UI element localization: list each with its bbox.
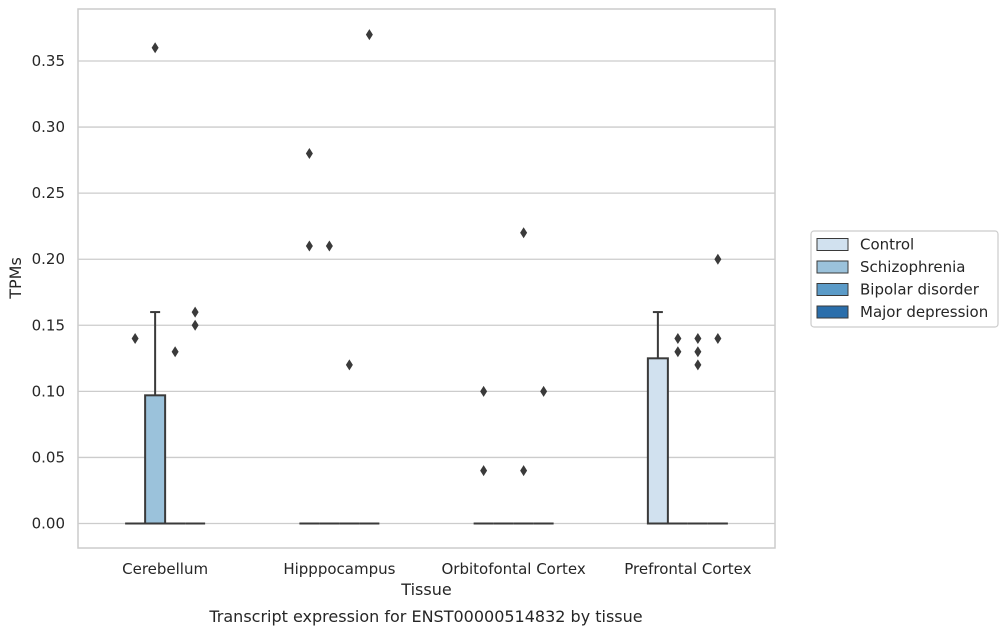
legend-swatch — [816, 305, 849, 319]
outlier-point — [191, 306, 199, 318]
outlier-point — [674, 346, 682, 358]
outlier-point — [191, 319, 199, 331]
legend-label: Bipolar disorder — [860, 281, 980, 299]
y-tick-label: 0.20 — [32, 250, 65, 268]
outlier-point — [151, 42, 159, 54]
box-schizophrenia — [144, 311, 167, 525]
y-tick-label: 0.00 — [32, 515, 65, 533]
outlier-point — [520, 227, 528, 239]
legend-swatch — [816, 283, 849, 296]
box-control — [646, 311, 669, 525]
outlier-point — [305, 240, 313, 252]
outlier-point — [171, 346, 179, 358]
y-tick-label: 0.15 — [32, 316, 65, 334]
outlier-points — [131, 29, 722, 477]
outlier-point — [480, 385, 488, 397]
outlier-point — [714, 333, 722, 344]
y-tick-label: 0.30 — [32, 118, 65, 136]
y-tick-label: 0.35 — [32, 52, 65, 70]
legend-label: Major depression — [860, 303, 988, 321]
outlier-point — [520, 465, 528, 477]
outlier-point — [540, 385, 548, 397]
outlier-point — [480, 465, 488, 477]
y-tick-label: 0.10 — [32, 382, 65, 400]
legend-swatch — [816, 238, 849, 251]
outlier-point — [305, 148, 313, 159]
y-tick-label: 0.25 — [32, 184, 65, 202]
y-tick-label: 0.05 — [32, 448, 65, 466]
outlier-point — [694, 333, 702, 344]
outlier-point — [674, 333, 682, 344]
outlier-point — [694, 359, 702, 371]
y-tick-labels: 0.00 0.05 0.10 0.15 0.20 0.25 0.30 0.35 — [32, 52, 65, 533]
x-tick-labels: Cerebellum Hipppocampus Orbitofontal Corte… — [122, 560, 751, 578]
box-body — [144, 394, 167, 525]
legend-label: Control — [860, 236, 914, 254]
x-axis-label: Tissue — [400, 580, 451, 599]
legend-frame — [810, 230, 999, 328]
x-tick-label: Orbitofontal Cortex — [442, 560, 586, 578]
y-axis-label: TPMs — [6, 257, 25, 300]
x-tick-label: Hipppocampus — [283, 560, 395, 578]
x-tick-label: Cerebellum — [122, 560, 208, 578]
outlier-point — [131, 333, 139, 344]
legend-label: Schizophrenia — [860, 258, 965, 276]
legend-swatch — [816, 260, 849, 274]
outlier-point — [345, 359, 353, 371]
box-plot-series — [125, 311, 728, 525]
legend: Control Schizophrenia Bipolar disorder Majo… — [810, 230, 999, 328]
outlier-point — [365, 29, 373, 41]
plot-frame — [77, 8, 776, 549]
outlier-point — [714, 253, 722, 265]
x-tick-label: Prefrontal Cortex — [624, 560, 751, 578]
outlier-point — [325, 240, 333, 252]
outlier-point — [694, 346, 702, 358]
box-body — [646, 357, 669, 525]
gridlines — [78, 60, 775, 525]
figure-caption: Transcript expression for ENST0000051483… — [208, 607, 642, 626]
